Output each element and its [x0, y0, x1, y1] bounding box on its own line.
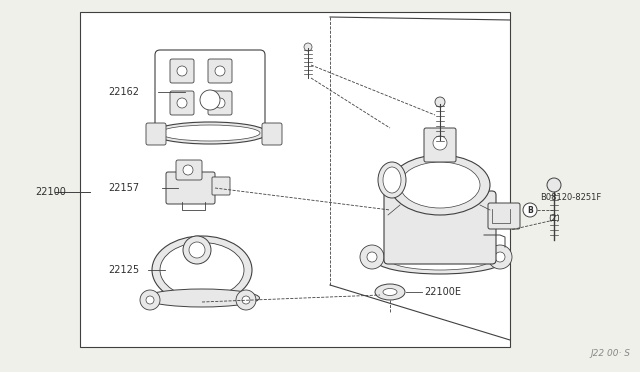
Ellipse shape	[400, 162, 480, 208]
Text: (2): (2)	[548, 214, 560, 223]
FancyBboxPatch shape	[146, 123, 166, 145]
Circle shape	[146, 296, 154, 304]
Text: J22 00· S: J22 00· S	[590, 349, 630, 358]
FancyBboxPatch shape	[262, 123, 282, 145]
Circle shape	[183, 165, 193, 175]
Circle shape	[435, 97, 445, 107]
Ellipse shape	[383, 289, 397, 295]
FancyBboxPatch shape	[488, 203, 520, 229]
Circle shape	[183, 236, 211, 264]
Circle shape	[242, 296, 250, 304]
Text: 22162: 22162	[108, 87, 139, 97]
Ellipse shape	[390, 250, 490, 270]
FancyBboxPatch shape	[176, 160, 202, 180]
Circle shape	[200, 90, 220, 110]
FancyBboxPatch shape	[424, 128, 456, 162]
Circle shape	[367, 252, 377, 262]
Circle shape	[236, 290, 256, 310]
Text: 22100E: 22100E	[424, 287, 461, 297]
Text: B08120-8251F: B08120-8251F	[540, 193, 601, 202]
Circle shape	[304, 43, 312, 51]
FancyBboxPatch shape	[384, 191, 496, 264]
Text: 22125: 22125	[108, 265, 139, 275]
Ellipse shape	[375, 246, 505, 274]
Ellipse shape	[152, 236, 252, 304]
Text: B: B	[527, 205, 533, 215]
Text: 22100: 22100	[35, 187, 66, 197]
Ellipse shape	[152, 122, 268, 144]
Ellipse shape	[160, 125, 260, 141]
Circle shape	[189, 242, 205, 258]
FancyBboxPatch shape	[166, 172, 215, 204]
Circle shape	[547, 178, 561, 192]
Ellipse shape	[383, 167, 401, 193]
Circle shape	[177, 98, 187, 108]
Circle shape	[488, 245, 512, 269]
Circle shape	[523, 203, 537, 217]
Circle shape	[177, 66, 187, 76]
FancyBboxPatch shape	[170, 91, 194, 115]
Ellipse shape	[378, 162, 406, 198]
Ellipse shape	[375, 284, 405, 300]
Ellipse shape	[145, 289, 259, 307]
FancyBboxPatch shape	[212, 177, 230, 195]
Bar	[80, 12, 510, 347]
Ellipse shape	[160, 243, 244, 298]
Circle shape	[215, 66, 225, 76]
Circle shape	[495, 252, 505, 262]
FancyBboxPatch shape	[170, 59, 194, 83]
Circle shape	[215, 98, 225, 108]
FancyBboxPatch shape	[208, 91, 232, 115]
FancyBboxPatch shape	[208, 59, 232, 83]
Circle shape	[433, 136, 447, 150]
Text: 22157: 22157	[108, 183, 139, 193]
Circle shape	[140, 290, 160, 310]
Ellipse shape	[390, 155, 490, 215]
Circle shape	[360, 245, 384, 269]
